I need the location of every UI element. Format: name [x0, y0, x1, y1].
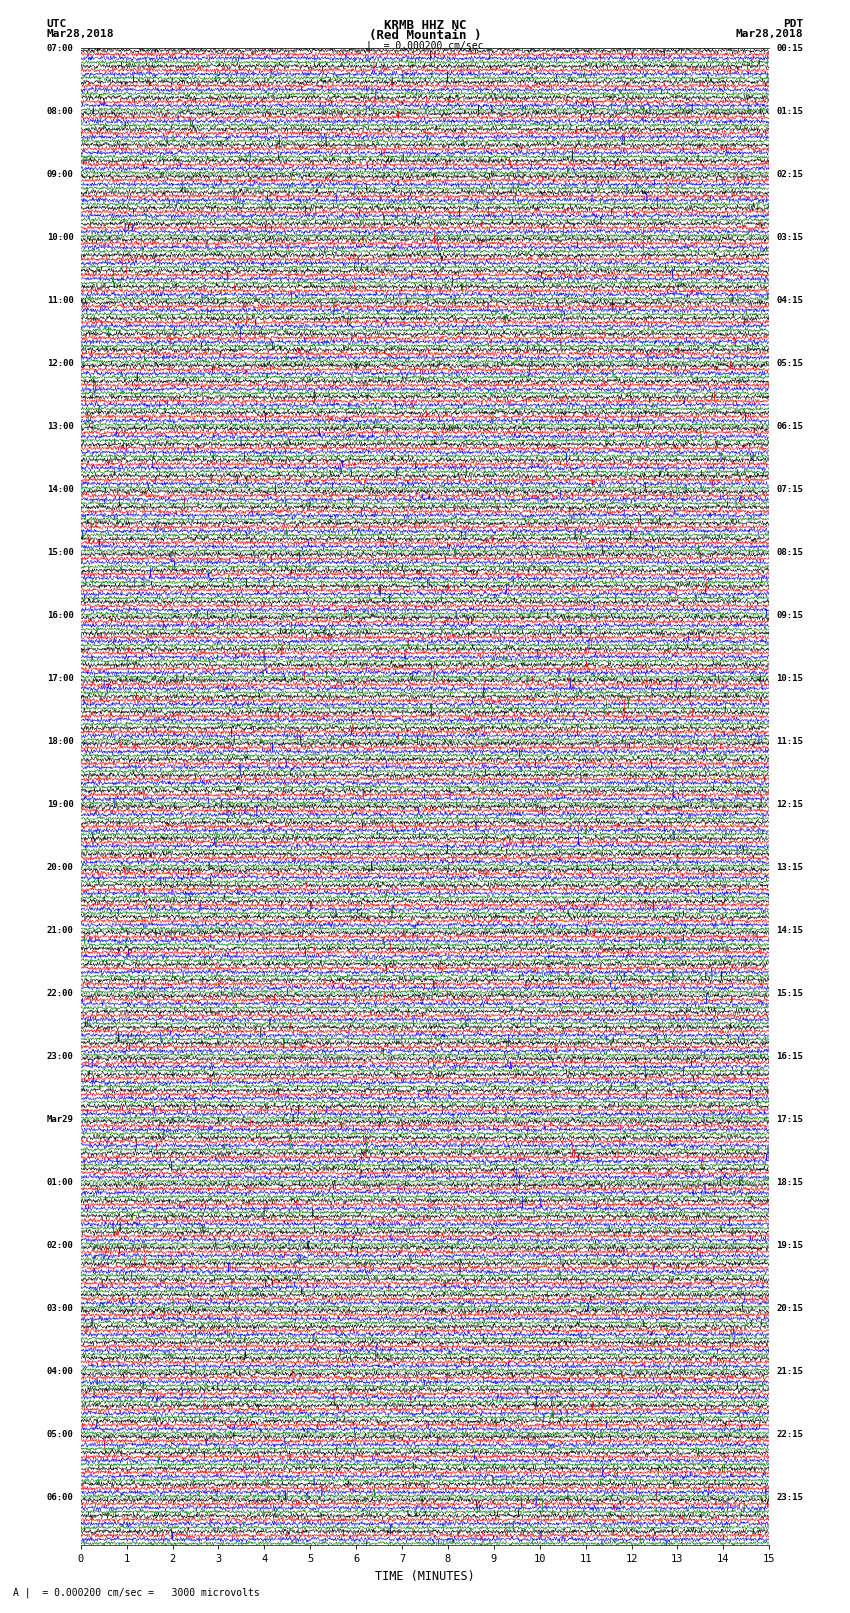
Text: 08:00: 08:00 — [47, 106, 74, 116]
Text: 18:15: 18:15 — [776, 1179, 803, 1187]
Text: 15:15: 15:15 — [776, 989, 803, 998]
Text: 04:00: 04:00 — [47, 1368, 74, 1376]
Text: 06:00: 06:00 — [47, 1494, 74, 1502]
Text: 12:15: 12:15 — [776, 800, 803, 810]
Text: 07:00: 07:00 — [47, 44, 74, 53]
Text: 10:15: 10:15 — [776, 674, 803, 684]
X-axis label: TIME (MINUTES): TIME (MINUTES) — [375, 1569, 475, 1582]
Text: 02:15: 02:15 — [776, 169, 803, 179]
Text: 05:00: 05:00 — [47, 1431, 74, 1439]
Text: A |  = 0.000200 cm/sec =   3000 microvolts: A | = 0.000200 cm/sec = 3000 microvolts — [13, 1587, 259, 1598]
Text: 23:15: 23:15 — [776, 1494, 803, 1502]
Text: 05:15: 05:15 — [776, 360, 803, 368]
Text: 10:00: 10:00 — [47, 232, 74, 242]
Text: 19:00: 19:00 — [47, 800, 74, 810]
Text: Mar28,2018: Mar28,2018 — [47, 29, 114, 39]
Text: UTC: UTC — [47, 19, 67, 29]
Text: 14:00: 14:00 — [47, 486, 74, 494]
Text: 19:15: 19:15 — [776, 1242, 803, 1250]
Text: 09:00: 09:00 — [47, 169, 74, 179]
Text: 03:15: 03:15 — [776, 232, 803, 242]
Text: 20:15: 20:15 — [776, 1305, 803, 1313]
Text: 16:00: 16:00 — [47, 611, 74, 619]
Text: 00:15: 00:15 — [776, 44, 803, 53]
Text: Mar29: Mar29 — [47, 1115, 74, 1124]
Text: 08:15: 08:15 — [776, 548, 803, 556]
Text: (Red Mountain ): (Red Mountain ) — [369, 29, 481, 42]
Text: 06:15: 06:15 — [776, 423, 803, 431]
Text: 04:15: 04:15 — [776, 297, 803, 305]
Text: PDT: PDT — [783, 19, 803, 29]
Text: 15:00: 15:00 — [47, 548, 74, 556]
Text: Mar28,2018: Mar28,2018 — [736, 29, 803, 39]
Text: 11:00: 11:00 — [47, 297, 74, 305]
Text: 03:00: 03:00 — [47, 1305, 74, 1313]
Text: 01:00: 01:00 — [47, 1179, 74, 1187]
Text: 18:00: 18:00 — [47, 737, 74, 747]
Text: 09:15: 09:15 — [776, 611, 803, 619]
Text: 13:00: 13:00 — [47, 423, 74, 431]
Text: 17:15: 17:15 — [776, 1115, 803, 1124]
Text: 14:15: 14:15 — [776, 926, 803, 936]
Text: |  = 0.000200 cm/sec: | = 0.000200 cm/sec — [366, 40, 484, 52]
Text: 23:00: 23:00 — [47, 1052, 74, 1061]
Text: 02:00: 02:00 — [47, 1242, 74, 1250]
Text: KRMB HHZ NC: KRMB HHZ NC — [383, 19, 467, 32]
Text: 22:00: 22:00 — [47, 989, 74, 998]
Text: 16:15: 16:15 — [776, 1052, 803, 1061]
Text: 21:15: 21:15 — [776, 1368, 803, 1376]
Text: 21:00: 21:00 — [47, 926, 74, 936]
Text: 01:15: 01:15 — [776, 106, 803, 116]
Text: 17:00: 17:00 — [47, 674, 74, 684]
Text: 22:15: 22:15 — [776, 1431, 803, 1439]
Text: 12:00: 12:00 — [47, 360, 74, 368]
Text: 11:15: 11:15 — [776, 737, 803, 747]
Text: 20:00: 20:00 — [47, 863, 74, 873]
Text: 07:15: 07:15 — [776, 486, 803, 494]
Text: 13:15: 13:15 — [776, 863, 803, 873]
